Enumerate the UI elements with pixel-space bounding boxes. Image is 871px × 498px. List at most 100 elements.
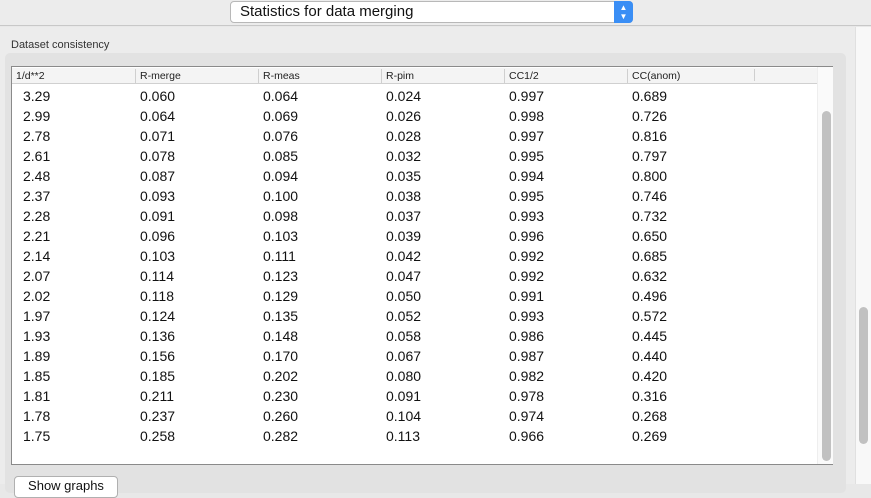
table-row[interactable]: 2.78 0.071 0.076 0.028 0.997 0.816 [12,126,817,146]
table-cell: 1.81 [23,388,51,404]
table-cell: 0.096 [140,228,176,244]
table-row[interactable]: 1.78 0.237 0.260 0.104 0.974 0.268 [12,406,817,426]
table-cell: 0.995 [509,148,545,164]
table-cell: 0.052 [386,308,422,324]
table-row[interactable]: 1.75 0.258 0.282 0.113 0.966 0.269 [12,426,817,446]
table-cell: 0.685 [632,248,668,264]
table-cell: 0.230 [263,388,299,404]
table-cell: 0.080 [386,368,422,384]
table-cell: 0.091 [386,388,422,404]
table-row[interactable]: 2.02 0.118 0.129 0.050 0.991 0.496 [12,286,817,306]
table-cell: 0.060 [140,88,176,104]
table-header: 1/d**2 R-merge R-meas R-pim CC1/2 CC(anom) [12,68,817,84]
table-cell: 0.071 [140,128,176,144]
column-header[interactable]: R-pim [381,69,414,83]
column-divider [754,69,759,81]
table-cell: 0.103 [140,248,176,264]
table-cell: 0.797 [632,148,668,164]
page-scrollbar-thumb[interactable] [859,307,868,444]
table-cell: 0.067 [386,348,422,364]
table-cell: 0.118 [140,288,174,304]
table-cell: 0.058 [386,328,422,344]
table-row[interactable]: 2.48 0.087 0.094 0.035 0.994 0.800 [12,166,817,186]
table-cell: 0.103 [263,228,299,244]
table-cell: 0.994 [509,168,545,184]
table-row[interactable]: 2.21 0.096 0.103 0.039 0.996 0.650 [12,226,817,246]
table-cell: 0.982 [509,368,545,384]
column-header[interactable]: CC(anom) [627,69,680,83]
table-cell: 1.97 [23,308,51,324]
table-cell: 0.170 [263,348,299,364]
column-header[interactable]: CC1/2 [504,69,539,83]
column-header[interactable]: R-merge [135,69,181,83]
table-cell: 0.800 [632,168,668,184]
table-cell: 0.445 [632,328,668,344]
table-cell: 0.136 [140,328,176,344]
table-cell: 0.998 [509,108,545,124]
table-cell: 0.996 [509,228,545,244]
table-cell: 0.726 [632,108,668,124]
table-cell: 0.104 [386,408,422,424]
table-cell: 0.113 [386,428,420,444]
column-header[interactable]: 1/d**2 [16,70,45,82]
table-cell: 0.111 [263,248,296,264]
table-cell: 2.78 [23,128,51,144]
table-cell: 0.026 [386,108,422,124]
table-cell: 0.991 [509,288,545,304]
table-scrollbar[interactable] [817,67,833,464]
table-cell: 0.440 [632,348,668,364]
table-cell: 0.091 [140,208,176,224]
table-row[interactable]: 2.28 0.091 0.098 0.037 0.993 0.732 [12,206,817,226]
table-row[interactable]: 2.14 0.103 0.111 0.042 0.992 0.685 [12,246,817,266]
table-cell: 0.689 [632,88,668,104]
table-row[interactable]: 3.29 0.060 0.064 0.024 0.997 0.689 [12,86,817,106]
table-cell: 2.21 [23,228,51,244]
table-cell: 2.07 [23,268,51,284]
table-cell: 0.269 [632,428,668,444]
table-cell: 0.148 [263,328,299,344]
table-row[interactable]: 2.99 0.064 0.069 0.026 0.998 0.726 [12,106,817,126]
table-cell: 0.202 [263,368,299,384]
table-scrollbar-thumb[interactable] [822,111,831,461]
table-cell: 3.29 [23,88,51,104]
page-scrollbar[interactable] [855,27,871,484]
table-cell: 1.85 [23,368,51,384]
table-cell: 0.997 [509,128,545,144]
table-row[interactable]: 1.81 0.211 0.230 0.091 0.978 0.316 [12,386,817,406]
table-cell: 0.650 [632,228,668,244]
table-row[interactable]: 2.61 0.078 0.085 0.032 0.995 0.797 [12,146,817,166]
table-row[interactable]: 1.97 0.124 0.135 0.052 0.993 0.572 [12,306,817,326]
table-cell: 0.987 [509,348,545,364]
table-cell: 1.78 [23,408,51,424]
table-cell: 2.99 [23,108,51,124]
table-cell: 0.986 [509,328,545,344]
table-cell: 0.420 [632,368,668,384]
table-cell: 0.123 [263,268,299,284]
table-cell: 2.37 [23,188,51,204]
table-cell: 1.89 [23,348,51,364]
table-row[interactable]: 1.89 0.156 0.170 0.067 0.987 0.440 [12,346,817,366]
table-cell: 0.085 [263,148,299,164]
table-cell: 2.61 [23,148,51,164]
table-cell: 0.028 [386,128,422,144]
table-cell: 0.038 [386,188,422,204]
statistics-view-select[interactable]: Statistics for data merging ▲ ▼ [230,1,633,23]
table-cell: 0.260 [263,408,299,424]
table-cell: 0.064 [263,88,299,104]
table-row[interactable]: 2.07 0.114 0.123 0.047 0.992 0.632 [12,266,817,286]
column-header[interactable]: R-meas [258,69,300,83]
table-row[interactable]: 1.85 0.185 0.202 0.080 0.982 0.420 [12,366,817,386]
show-graphs-button[interactable]: Show graphs [14,476,118,498]
table-row[interactable]: 2.37 0.093 0.100 0.038 0.995 0.746 [12,186,817,206]
table-row[interactable]: 1.93 0.136 0.148 0.058 0.986 0.445 [12,326,817,346]
table-cell: 0.076 [263,128,299,144]
table-cell: 0.039 [386,228,422,244]
table-cell: 0.632 [632,268,668,284]
table-cell: 0.316 [632,388,668,404]
table-cell: 0.258 [140,428,176,444]
table-cell: 0.966 [509,428,545,444]
table-cell: 0.124 [140,308,176,324]
table-cell: 0.114 [140,268,174,284]
table-cell: 0.156 [140,348,176,364]
table-cell: 0.064 [140,108,176,124]
